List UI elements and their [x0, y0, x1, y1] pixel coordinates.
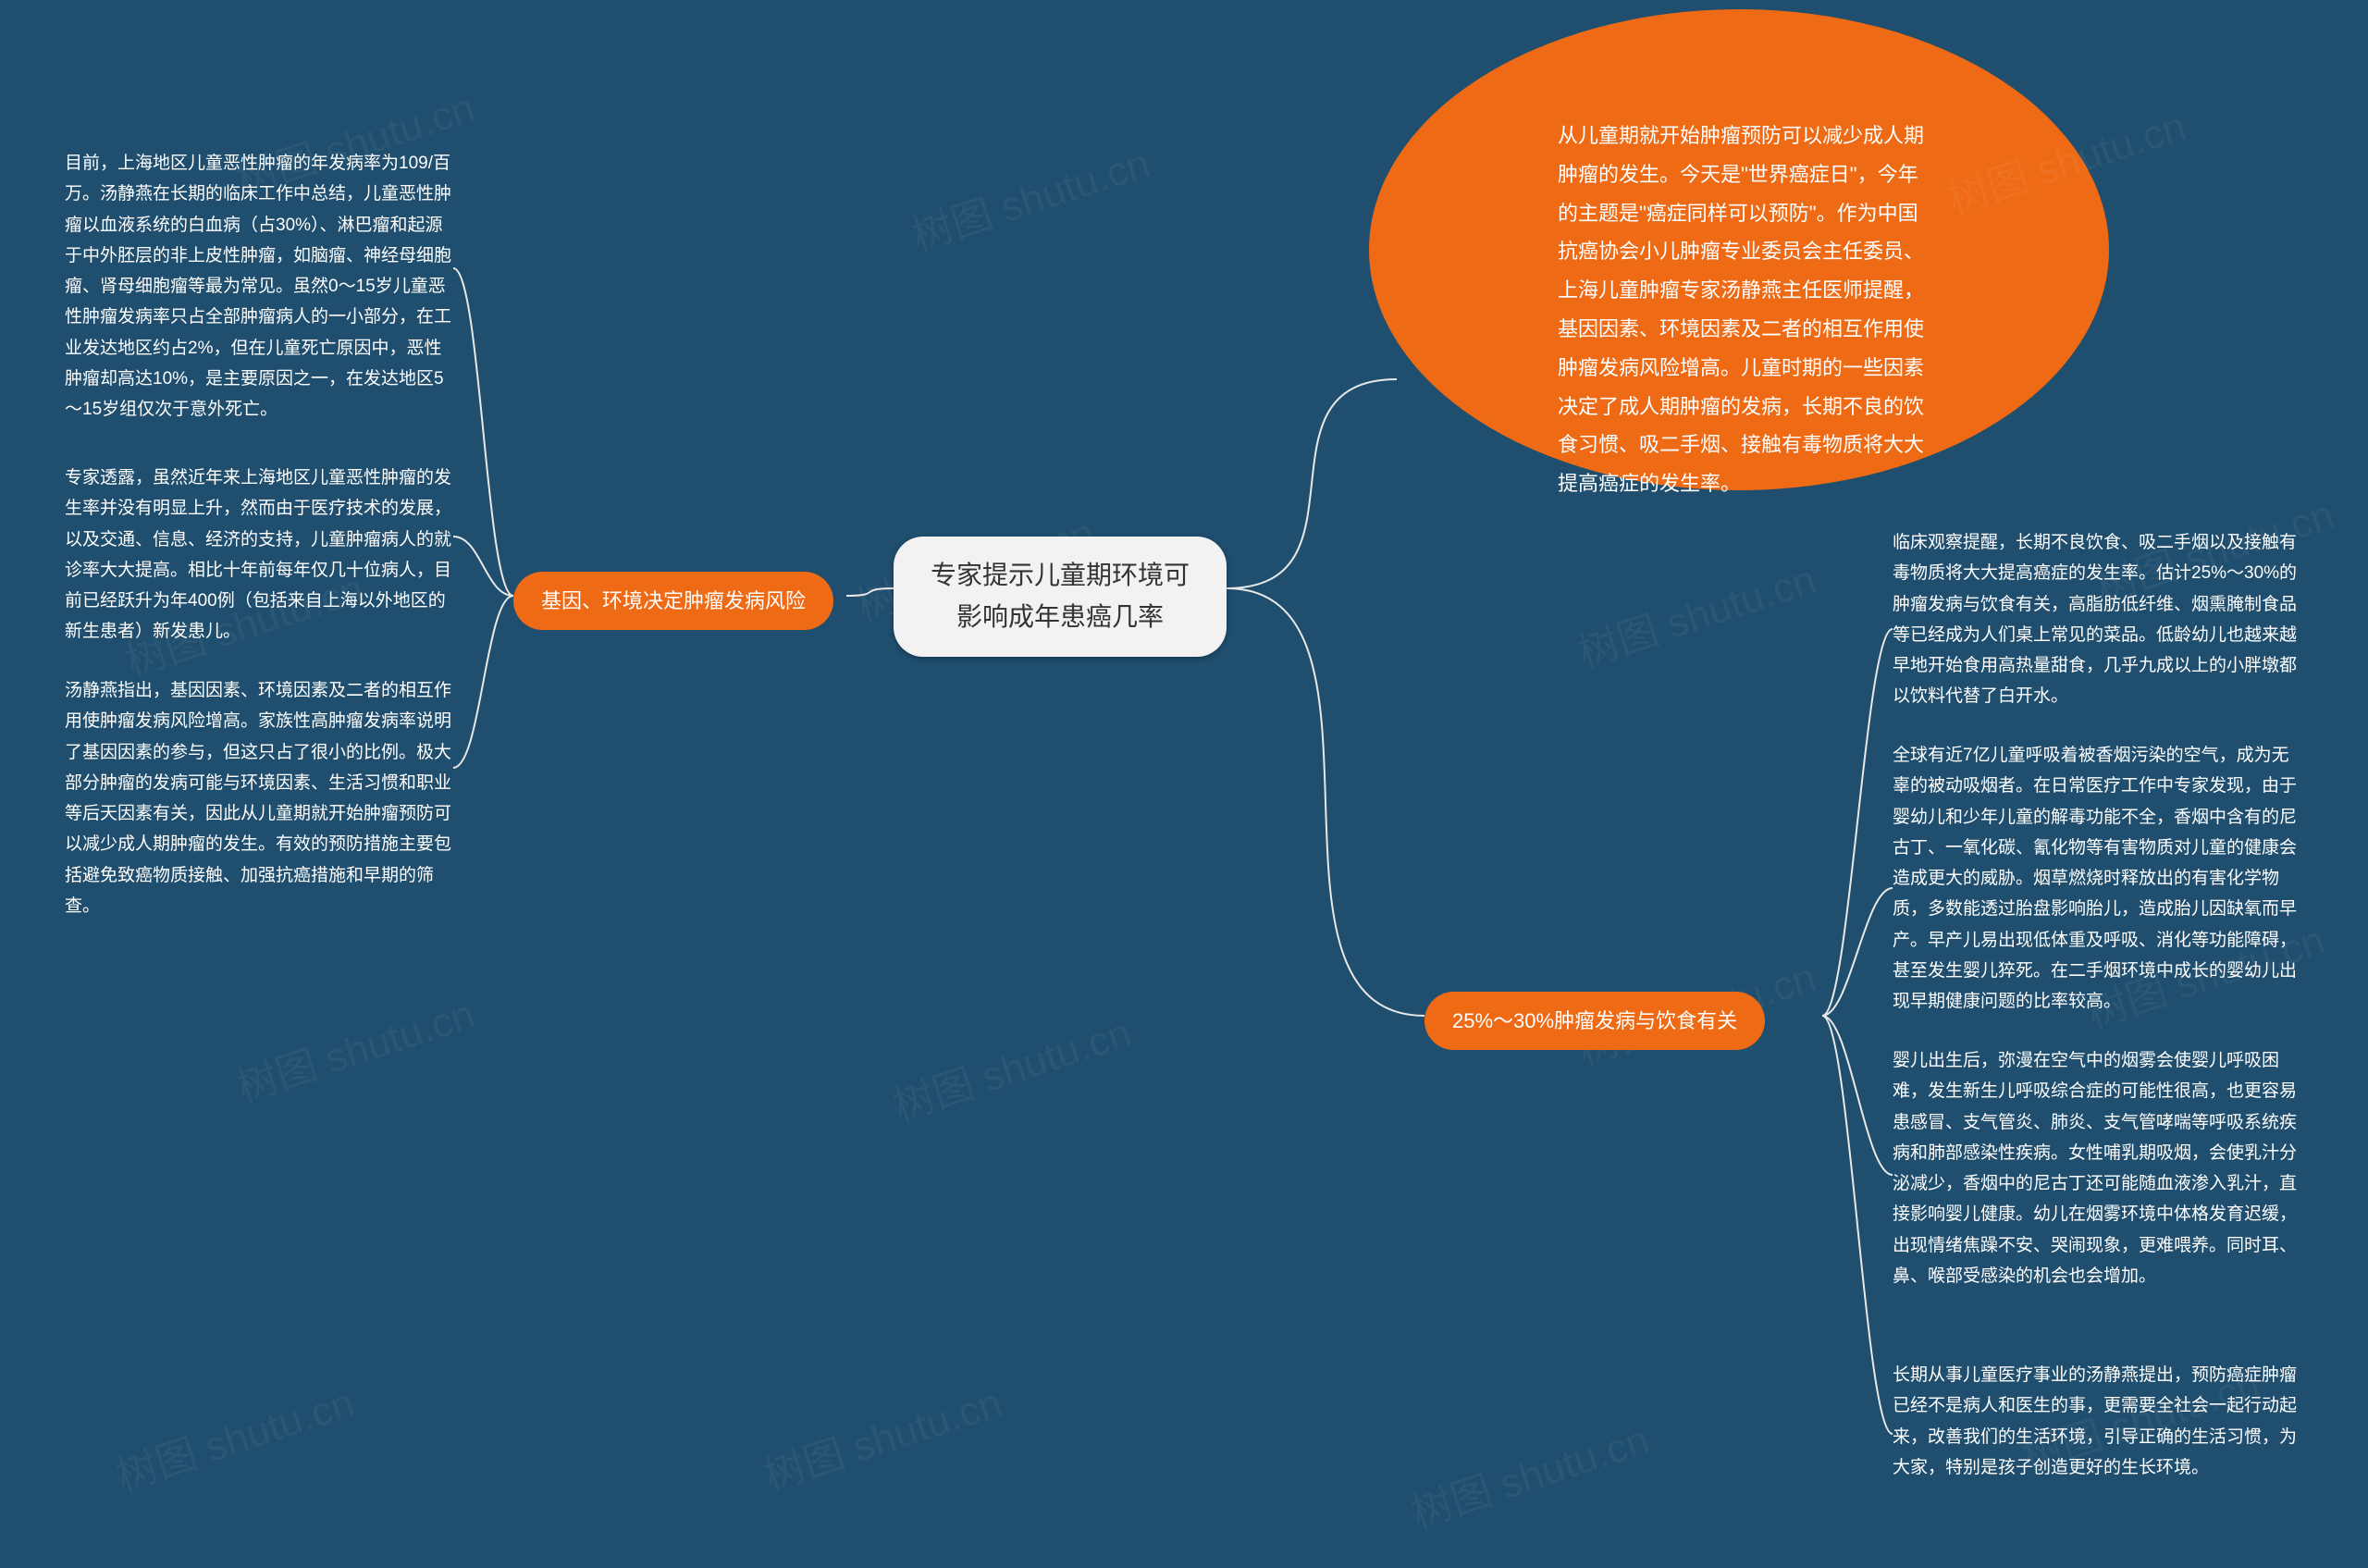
left-leaf-1-text: 专家透露，虽然近年来上海地区儿童恶性肿瘤的发生率并没有明显上升，然而由于医疗技术…: [65, 468, 451, 641]
right-leaf-1: 全球有近7亿儿童呼吸着被香烟污染的空气，成为无辜的被动吸烟者。在日常医疗工作中专…: [1893, 740, 2300, 1017]
center-topic-text: 专家提示儿童期环境可影响成年患癌几率: [931, 561, 1190, 631]
right-branch-label: 25%～30%肿瘤发病与饮食有关: [1452, 1009, 1737, 1032]
right-leaf-1-text: 全球有近7亿儿童呼吸着被香烟污染的空气，成为无辜的被动吸烟者。在日常医疗工作中专…: [1893, 746, 2297, 1011]
right-leaf-0-text: 临床观察提醒，长期不良饮食、吸二手烟以及接触有毒物质将大大提高癌症的发生率。估计…: [1893, 533, 2297, 706]
right-leaf-2-text: 婴儿出生后，弥漫在空气中的烟雾会使婴儿呼吸困难，发生新生儿呼吸综合症的可能性很高…: [1893, 1051, 2297, 1286]
left-leaf-0-text: 目前，上海地区儿童恶性肿瘤的年发病率为109/百万。汤静燕在长期的临床工作中总结…: [65, 154, 451, 419]
right-leaf-0: 临床观察提醒，长期不良饮食、吸二手烟以及接触有毒物质将大大提高癌症的发生率。估计…: [1893, 527, 2300, 712]
left-branch: 基因、环境决定肿瘤发病风险: [513, 572, 833, 630]
intro-bubble-text: 从儿童期就开始肿瘤预防可以减少成人期肿瘤的发生。今天是"世界癌症日"，今年的主题…: [1558, 124, 1924, 495]
intro-bubble: 从儿童期就开始肿瘤预防可以减少成人期肿瘤的发生。今天是"世界癌症日"，今年的主题…: [1493, 61, 2002, 559]
right-leaf-3-text: 长期从事儿童医疗事业的汤静燕提出，预防癌症肿瘤已经不是病人和医生的事，更需要全社…: [1893, 1365, 2297, 1477]
right-branch: 25%～30%肿瘤发病与饮食有关: [1424, 992, 1765, 1050]
left-leaf-2: 汤静燕指出，基因因素、环境因素及二者的相互作用使肿瘤发病风险增高。家族性高肿瘤发…: [65, 675, 453, 921]
left-leaf-0: 目前，上海地区儿童恶性肿瘤的年发病率为109/百万。汤静燕在长期的临床工作中总结…: [65, 148, 453, 425]
left-leaf-1: 专家透露，虽然近年来上海地区儿童恶性肿瘤的发生率并没有明显上升，然而由于医疗技术…: [65, 463, 453, 648]
left-leaf-2-text: 汤静燕指出，基因因素、环境因素及二者的相互作用使肿瘤发病风险增高。家族性高肿瘤发…: [65, 681, 451, 916]
right-leaf-2: 婴儿出生后，弥漫在空气中的烟雾会使婴儿呼吸困难，发生新生儿呼吸综合症的可能性很高…: [1893, 1045, 2300, 1291]
left-branch-label: 基因、环境决定肿瘤发病风险: [541, 589, 806, 612]
center-topic: 专家提示儿童期环境可影响成年患癌几率: [894, 537, 1227, 657]
right-leaf-3: 长期从事儿童医疗事业的汤静燕提出，预防癌症肿瘤已经不是病人和医生的事，更需要全社…: [1893, 1360, 2300, 1483]
